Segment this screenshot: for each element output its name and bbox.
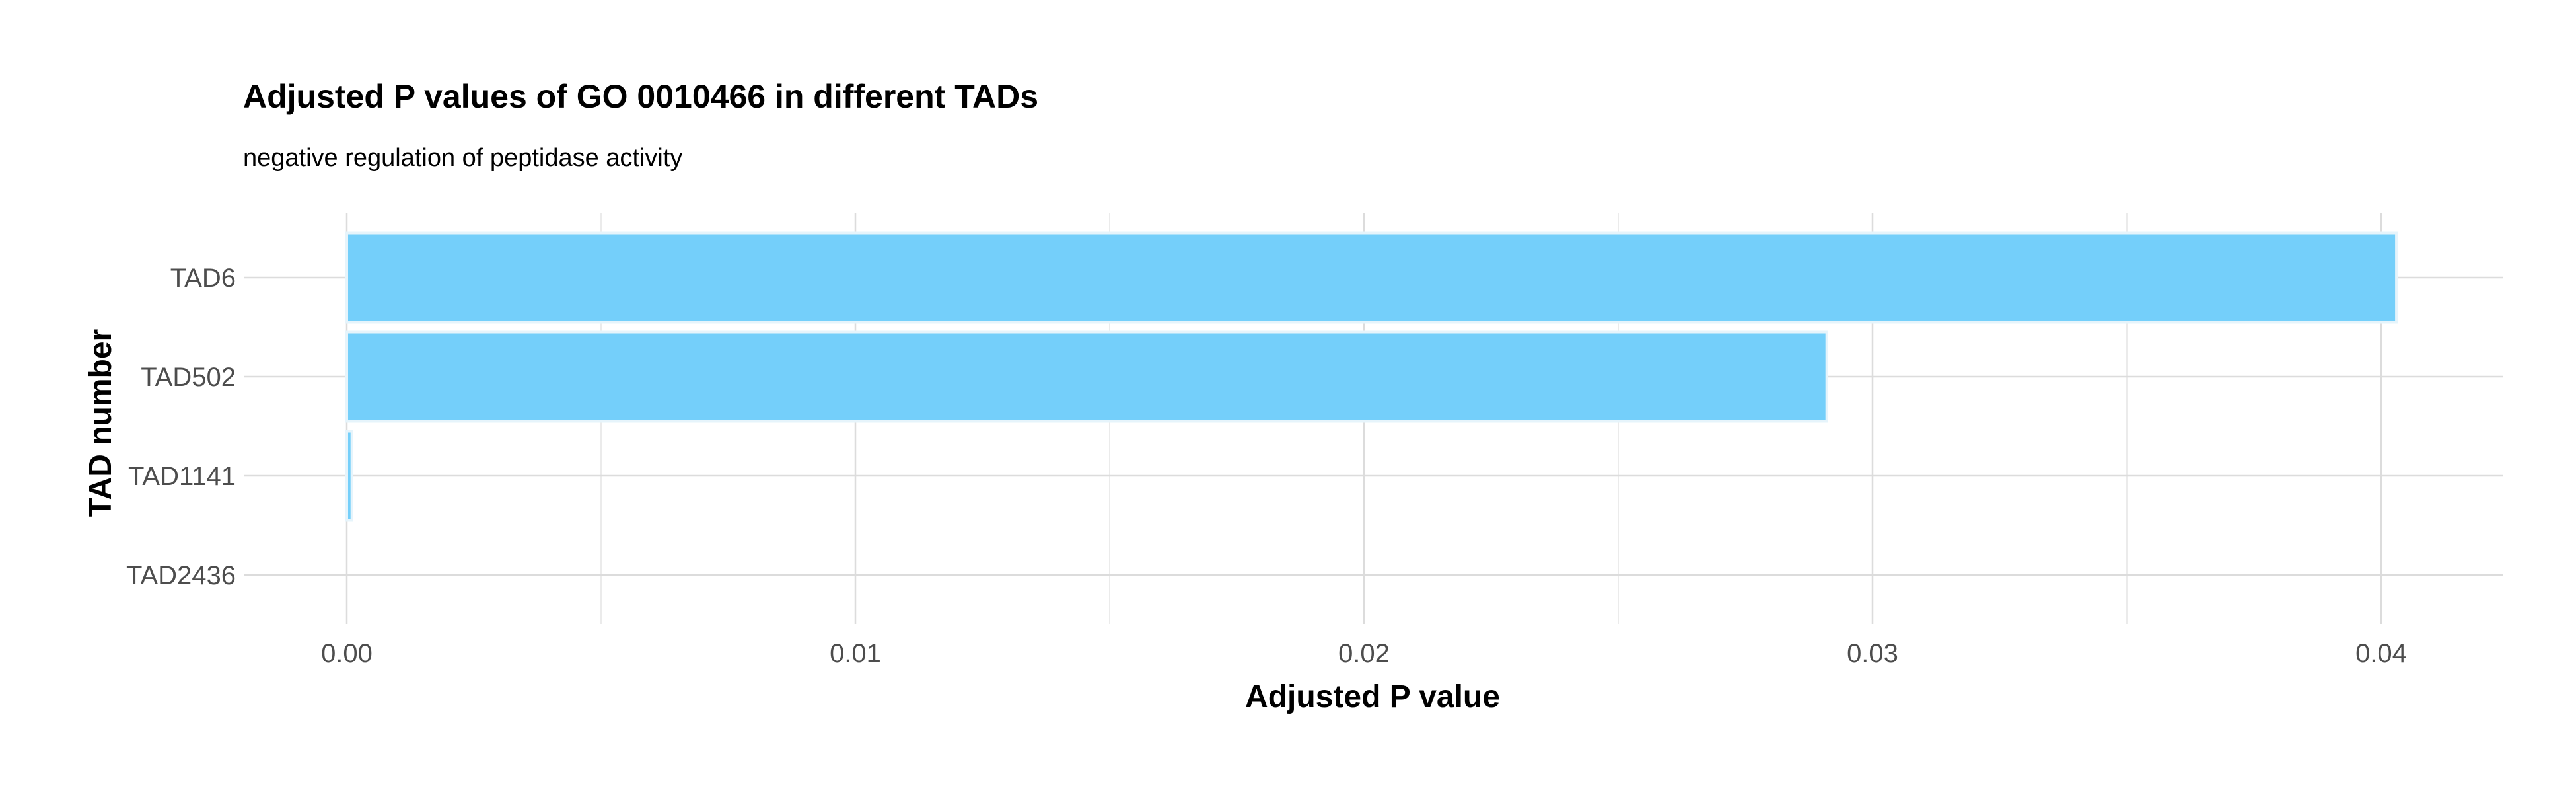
chart-title: Adjusted P values of GO 0010466 in diffe…	[243, 78, 1038, 115]
chart-subtitle: negative regulation of peptidase activit…	[243, 144, 682, 172]
y-tick-label-tad6: TAD6	[170, 264, 236, 293]
x-tick-label: 0.02	[1338, 639, 1390, 668]
y-tick-label-tad502: TAD502	[141, 363, 236, 392]
x-tick-label: 0.01	[830, 639, 881, 668]
x-axis-tick-labels: 0.00 0.01 0.02 0.03 0.04	[321, 639, 2407, 668]
x-tick-label: 0.03	[1847, 639, 1898, 668]
x-tick-label: 0.04	[2355, 639, 2407, 668]
y-axis-tick-labels: TAD6 TAD502 TAD1141 TAD2436	[126, 264, 236, 590]
y-axis-title: TAD number	[83, 329, 118, 517]
bar-tad502	[345, 330, 1828, 423]
y-tick-label-tad1141: TAD1141	[128, 462, 236, 491]
bar-tad6	[345, 231, 2398, 324]
x-axis-title: Adjusted P value	[1245, 679, 1500, 714]
bar-tad1141	[345, 430, 353, 522]
x-tick-label: 0.00	[321, 639, 373, 668]
bars	[345, 231, 2398, 522]
y-tick-label-tad2436: TAD2436	[126, 561, 236, 590]
